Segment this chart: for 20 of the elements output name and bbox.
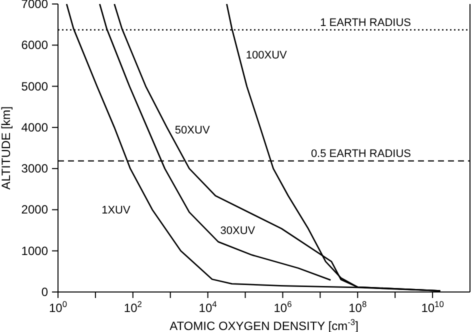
series-label: 50XUV	[174, 124, 210, 136]
ref-line-label: 1 EARTH RADIUS	[320, 16, 411, 29]
x-tick-label: 10$^{6}$	[274, 299, 292, 315]
x-tick-label: 10$^{4}$	[198, 299, 218, 315]
series-label: 30XUV	[220, 224, 256, 237]
series-label: 100XUV	[246, 50, 288, 62]
series-label: 1XUV	[102, 204, 131, 217]
x-tick-label: 10$^{10}$	[421, 299, 444, 315]
x-tick-label: 10$^{0}$	[48, 299, 68, 315]
x-tick-label: 10$^{2}$	[124, 299, 142, 315]
y-tick-label: 4000	[21, 120, 48, 134]
y-tick-label: 0	[41, 285, 48, 299]
y-tick-label: 1000	[21, 244, 48, 258]
y-tick-label: 3000	[21, 162, 48, 176]
ref-line-label: 0.5 EARTH RADIUS	[310, 148, 411, 160]
y-tick-label: 5000	[21, 79, 48, 94]
x-tick-label: 10$^{8}$	[348, 299, 367, 315]
y-axis-title: ALTITUDE [km]	[0, 106, 13, 190]
y-tick-label: 2000	[21, 202, 48, 217]
y-tick-label: 6000	[21, 38, 48, 52]
